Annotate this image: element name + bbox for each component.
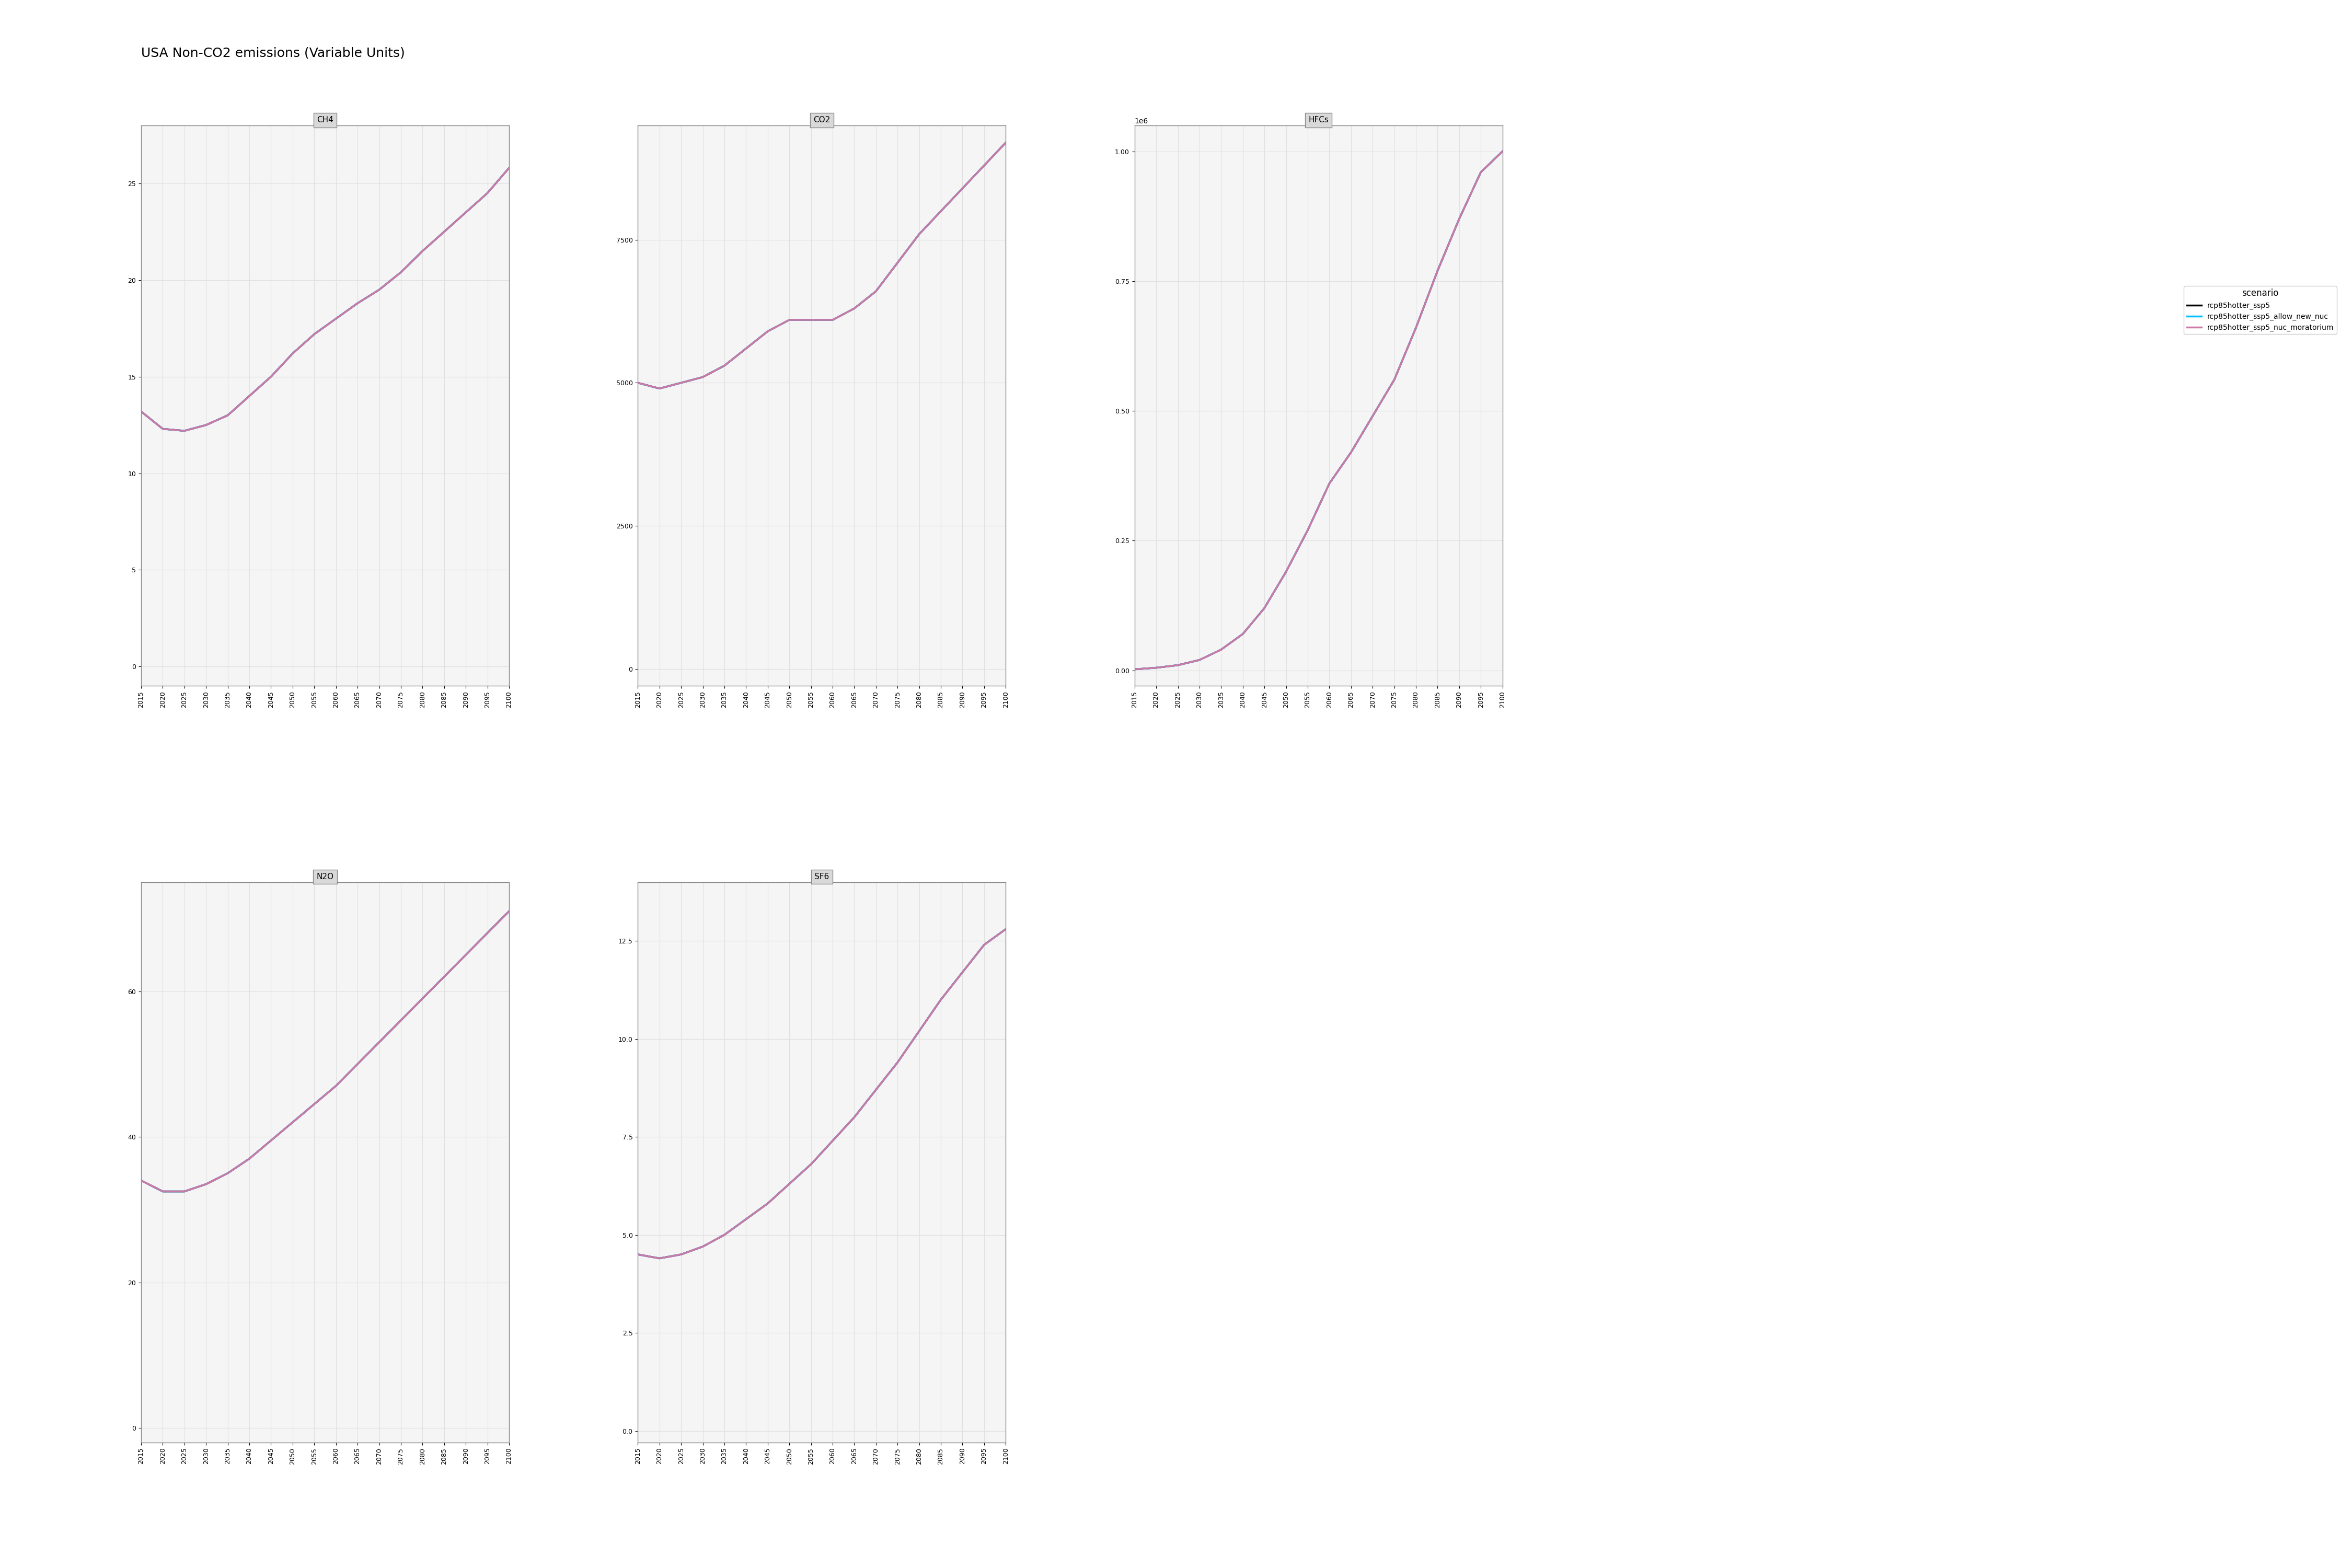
Legend: rcp85hotter_ssp5, rcp85hotter_ssp5_allow_new_nuc, rcp85hotter_ssp5_nuc_moratoriu: rcp85hotter_ssp5, rcp85hotter_ssp5_allow… xyxy=(2183,285,2336,334)
Title: SF6: SF6 xyxy=(814,873,830,881)
Text: USA Non-CO2 emissions (Variable Units): USA Non-CO2 emissions (Variable Units) xyxy=(141,47,405,60)
Title: CH4: CH4 xyxy=(318,116,334,124)
Title: CO2: CO2 xyxy=(814,116,830,124)
Title: N2O: N2O xyxy=(318,873,334,881)
Title: HFCs: HFCs xyxy=(1308,116,1329,124)
